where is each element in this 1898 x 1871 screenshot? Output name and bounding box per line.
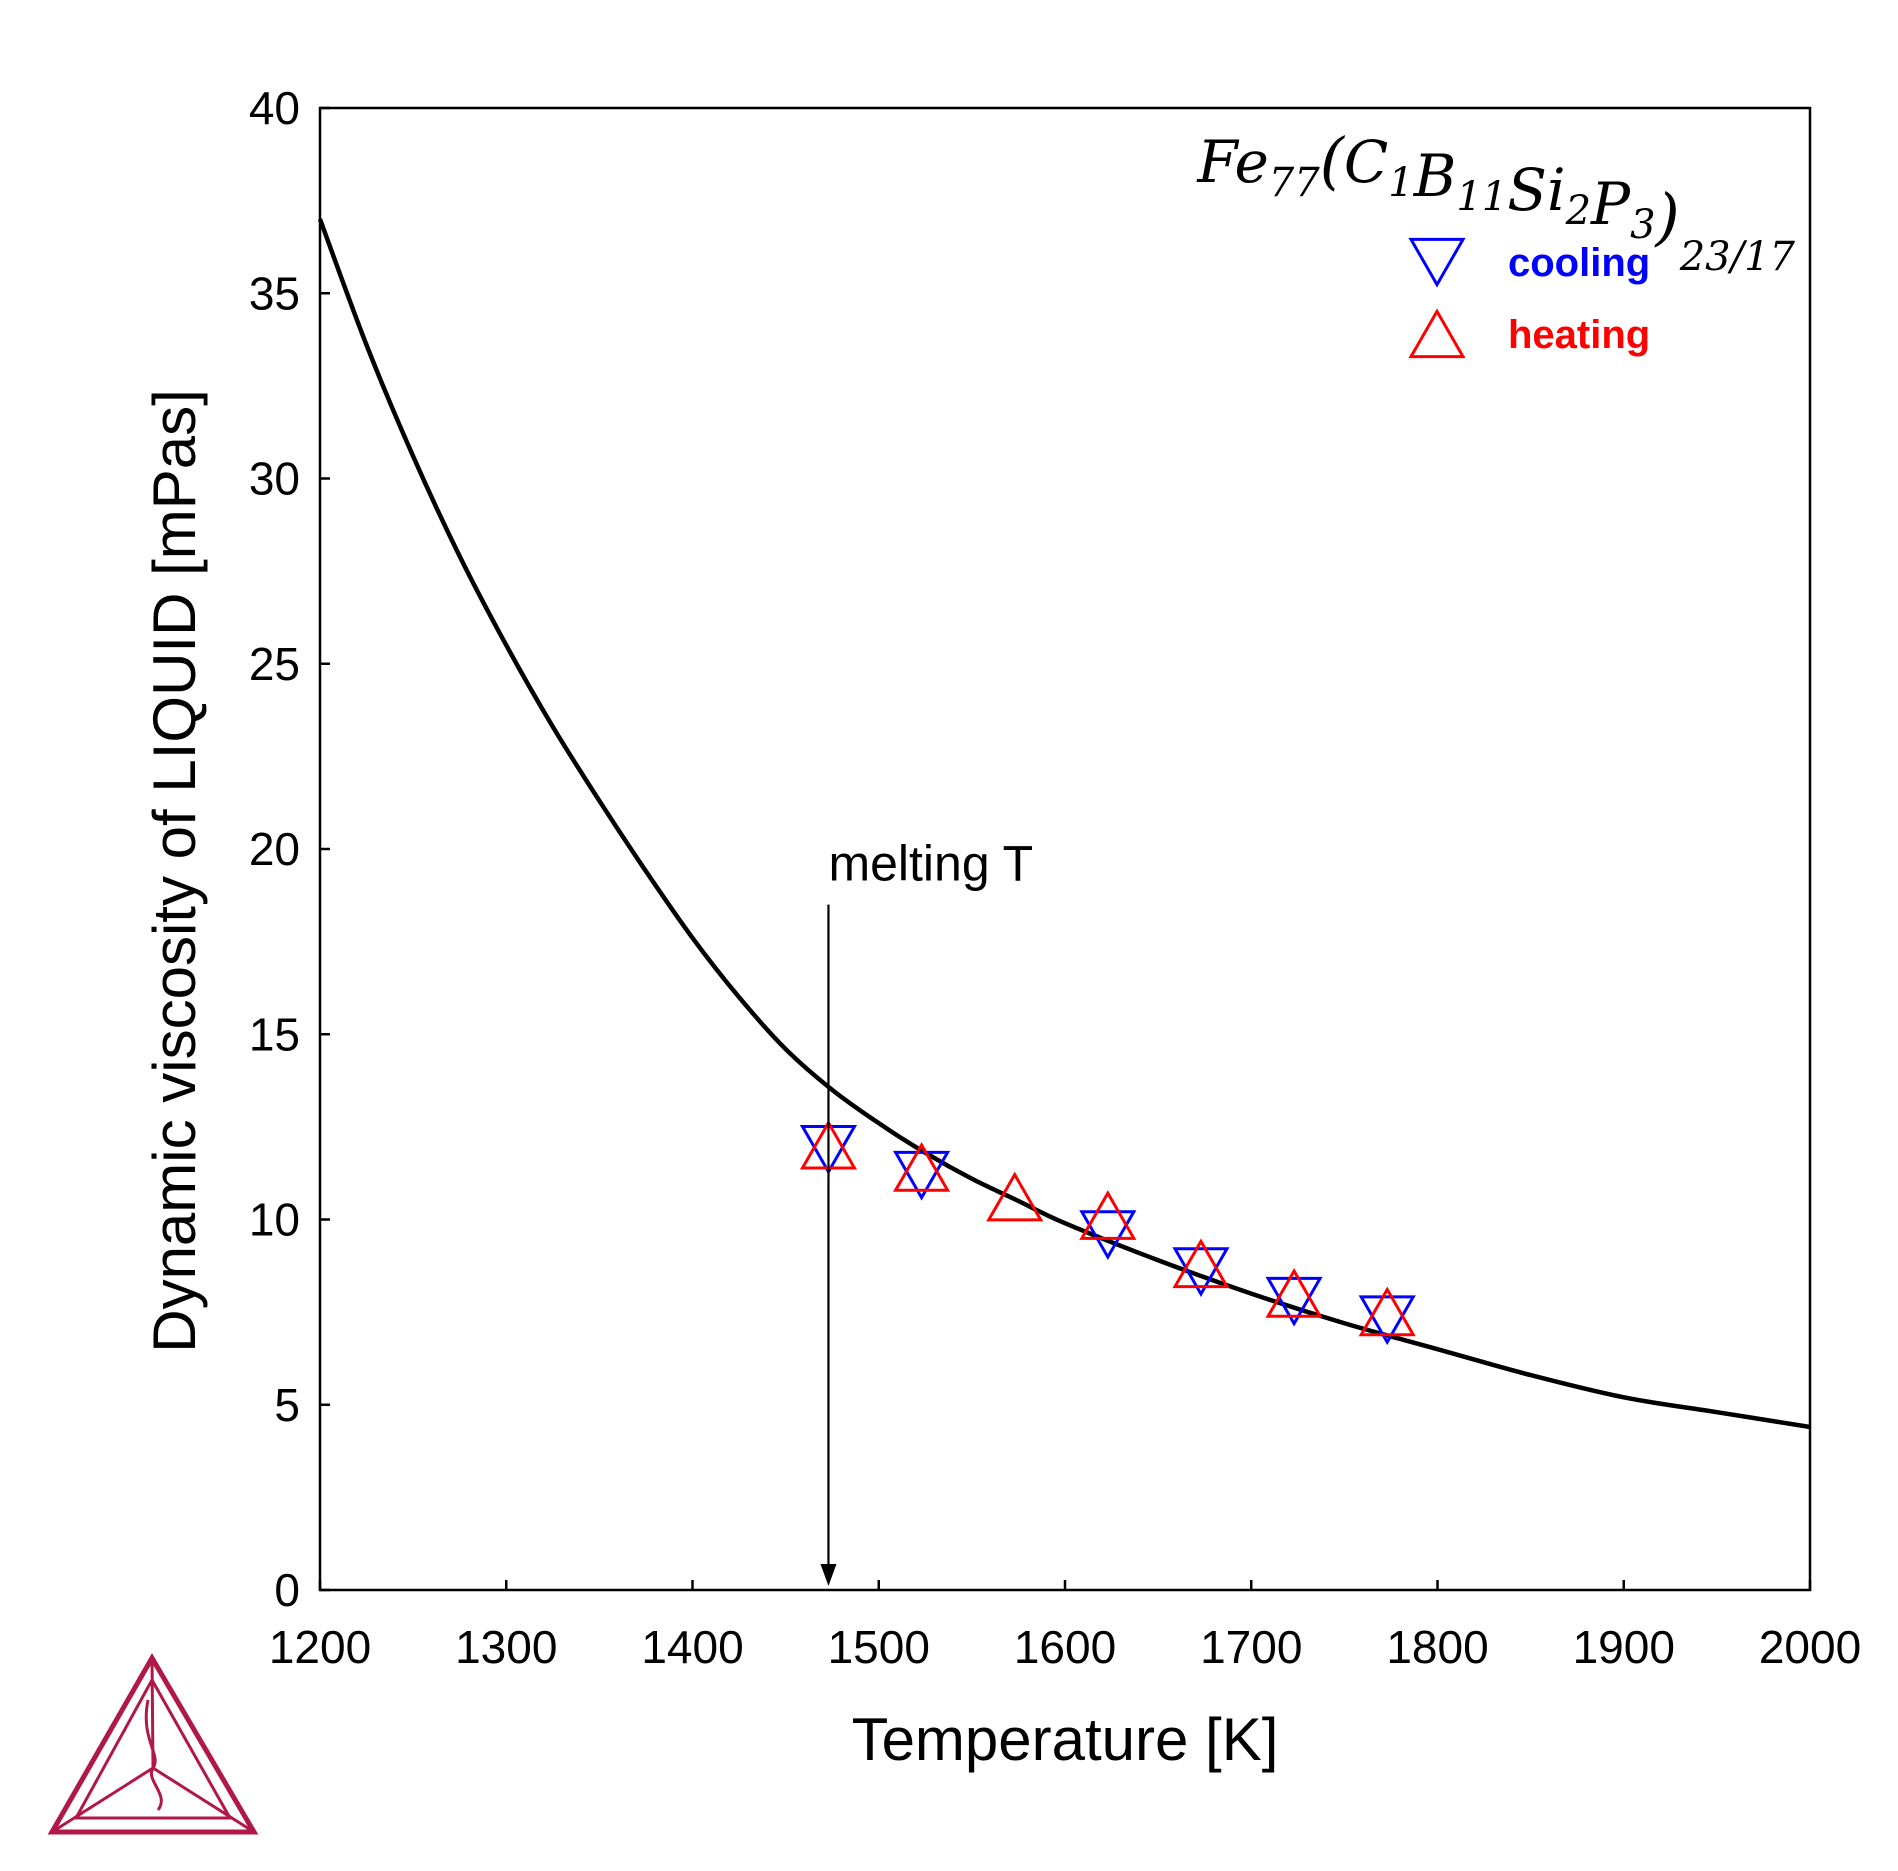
cooling-point: [1265, 1276, 1323, 1327]
y-tick-label: 10: [249, 1194, 300, 1246]
y-tick-label: 25: [249, 638, 300, 690]
x-tick-label: 1400: [641, 1621, 743, 1673]
logo-stroke: [152, 1766, 255, 1834]
cooling-point: [1358, 1295, 1416, 1346]
y-axis-label: Dynamic viscosity of LIQUID [mPas]: [141, 389, 208, 1353]
cooling-point: [1172, 1247, 1230, 1298]
formula-subscript: 3: [1630, 202, 1655, 248]
cooling-point: [892, 1150, 951, 1201]
formula-paren: (: [1320, 124, 1346, 197]
formula-element: Si: [1507, 156, 1565, 224]
heating-point: [1172, 1238, 1230, 1289]
x-tick-label: 1800: [1386, 1621, 1488, 1673]
y-tick-label: 5: [274, 1379, 300, 1431]
formula-element: C: [1344, 128, 1388, 196]
formula-subscript: 11: [1456, 174, 1507, 220]
model-curve: [317, 218, 1811, 1430]
plot-frame: [318, 106, 1812, 1592]
logo-outer-triangle: [47, 1653, 259, 1835]
y-tick-label: 40: [249, 82, 300, 134]
formula-subscript: 77: [1269, 160, 1320, 206]
x-tick-label: 1600: [1014, 1621, 1116, 1673]
y-tick-label: 30: [249, 453, 300, 505]
logo-inner-triangle: [73, 1676, 233, 1820]
thermo-calc-logo: [47, 1653, 259, 1835]
heating-legend-marker: [1408, 308, 1466, 359]
axis-tick-labels: 1200 1300 1400 1500 1600 1700 1800 1900 2000 0 5 10…: [249, 82, 1861, 1673]
legend: cooling heating: [1408, 237, 1650, 359]
y-tick-label: 20: [249, 823, 300, 875]
data-points: [799, 1119, 1416, 1346]
melting-t-label: melting T: [828, 836, 1033, 892]
logo-stroke: [51, 1766, 154, 1834]
formula-subscript: 2: [1565, 188, 1591, 234]
x-tick-label: 1900: [1573, 1621, 1675, 1673]
heating-legend-label: heating: [1508, 313, 1650, 357]
x-tick-label: 1200: [269, 1621, 371, 1673]
logo-curve: [144, 1699, 163, 1811]
y-tick-label: 0: [274, 1564, 300, 1616]
x-tick-label: 2000: [1759, 1621, 1861, 1673]
heating-point: [1358, 1286, 1416, 1337]
melting-t-arrowhead: [820, 1564, 837, 1586]
x-axis-label: Temperature [K]: [852, 1706, 1279, 1773]
cooling-legend-marker: [1408, 237, 1466, 288]
heating-point: [1079, 1190, 1137, 1240]
y-tick-label: 35: [249, 267, 300, 319]
composition-formula: Fe77(C1B11Si2P3)23/17: [1196, 124, 1795, 280]
formula-paren: ): [1654, 180, 1680, 253]
formula-subscript: 1: [1388, 160, 1413, 206]
heating-point: [986, 1171, 1044, 1222]
cooling-legend-label: cooling: [1508, 241, 1650, 285]
x-tick-label: 1300: [455, 1621, 557, 1673]
x-tick-label: 1700: [1200, 1621, 1302, 1673]
formula-element: B: [1413, 142, 1457, 210]
y-tick-label: 15: [249, 1008, 300, 1060]
cooling-point: [1079, 1210, 1137, 1260]
formula-element: P: [1590, 170, 1631, 238]
x-tick-label: 1500: [828, 1621, 930, 1673]
formula-outer-subscript: 23/17: [1679, 234, 1796, 280]
formula-base: Fe: [1196, 128, 1268, 196]
heating-point: [1265, 1267, 1323, 1318]
heating-point: [892, 1141, 951, 1192]
